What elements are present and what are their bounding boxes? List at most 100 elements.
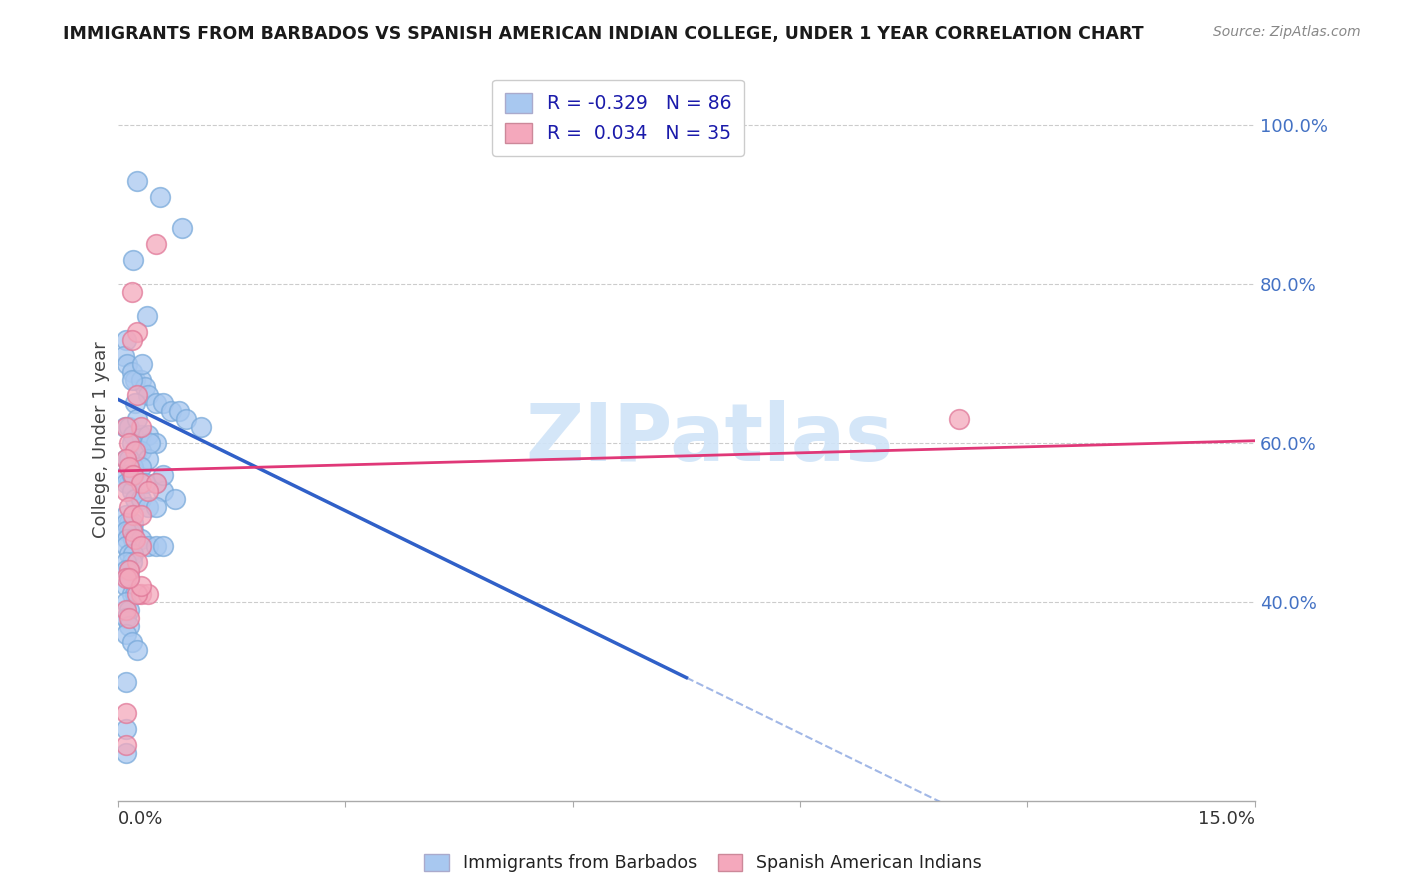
Point bbox=[121, 524, 143, 538]
Point bbox=[152, 483, 174, 498]
Point bbox=[129, 428, 152, 442]
Point bbox=[160, 404, 183, 418]
Point bbox=[114, 467, 136, 482]
Point bbox=[118, 460, 141, 475]
Point bbox=[145, 436, 167, 450]
Point bbox=[118, 619, 141, 633]
Point bbox=[114, 706, 136, 721]
Point bbox=[118, 611, 141, 625]
Point bbox=[121, 587, 143, 601]
Point bbox=[118, 571, 141, 585]
Point bbox=[114, 603, 136, 617]
Point bbox=[190, 420, 212, 434]
Point bbox=[118, 524, 141, 538]
Point bbox=[122, 253, 145, 268]
Point bbox=[115, 357, 138, 371]
Point bbox=[122, 524, 145, 538]
Point bbox=[145, 475, 167, 490]
Point bbox=[136, 587, 159, 601]
Point bbox=[122, 508, 145, 522]
Point bbox=[152, 467, 174, 482]
Point bbox=[136, 540, 159, 554]
Point bbox=[118, 436, 141, 450]
Text: IMMIGRANTS FROM BARBADOS VS SPANISH AMERICAN INDIAN COLLEGE, UNDER 1 YEAR CORREL: IMMIGRANTS FROM BARBADOS VS SPANISH AMER… bbox=[63, 25, 1144, 43]
Point bbox=[114, 595, 136, 609]
Point bbox=[122, 460, 145, 475]
Legend: Immigrants from Barbados, Spanish American Indians: Immigrants from Barbados, Spanish Americ… bbox=[418, 847, 988, 880]
Point bbox=[172, 221, 194, 235]
Point bbox=[115, 532, 138, 546]
Point bbox=[131, 357, 153, 371]
Point bbox=[129, 508, 152, 522]
Point bbox=[114, 333, 136, 347]
Point bbox=[136, 500, 159, 514]
Point bbox=[125, 555, 148, 569]
Point bbox=[114, 579, 136, 593]
Point bbox=[121, 436, 143, 450]
Point bbox=[145, 475, 167, 490]
Point bbox=[121, 555, 143, 569]
Point bbox=[134, 380, 156, 394]
Point bbox=[152, 540, 174, 554]
Point bbox=[121, 635, 143, 649]
Point bbox=[112, 349, 135, 363]
Point bbox=[135, 309, 157, 323]
Point bbox=[145, 237, 167, 252]
Point bbox=[136, 428, 159, 442]
Point bbox=[145, 500, 167, 514]
Point bbox=[122, 516, 145, 530]
Point bbox=[114, 483, 136, 498]
Point bbox=[118, 500, 141, 514]
Point bbox=[114, 524, 136, 538]
Point bbox=[139, 436, 162, 450]
Point bbox=[167, 404, 190, 418]
Point bbox=[114, 571, 136, 585]
Point bbox=[125, 325, 148, 339]
Point bbox=[948, 412, 970, 426]
Point bbox=[114, 563, 136, 577]
Point bbox=[129, 475, 152, 490]
Point bbox=[145, 396, 167, 410]
Point bbox=[118, 571, 141, 585]
Point bbox=[114, 674, 136, 689]
Point bbox=[129, 460, 152, 475]
Point bbox=[129, 444, 152, 458]
Point bbox=[125, 444, 148, 458]
Point bbox=[136, 483, 159, 498]
Point bbox=[134, 475, 156, 490]
Point bbox=[118, 548, 141, 562]
Point bbox=[118, 603, 141, 617]
Point bbox=[114, 627, 136, 641]
Point bbox=[124, 444, 146, 458]
Text: ZIPatlas: ZIPatlas bbox=[524, 401, 893, 478]
Point bbox=[118, 452, 141, 467]
Point bbox=[114, 723, 136, 737]
Point bbox=[118, 420, 141, 434]
Point bbox=[129, 491, 152, 506]
Point bbox=[124, 396, 146, 410]
Point bbox=[129, 420, 152, 434]
Point bbox=[124, 491, 146, 506]
Point bbox=[136, 452, 159, 467]
Point bbox=[114, 452, 136, 467]
Point bbox=[129, 372, 152, 386]
Point bbox=[125, 412, 148, 426]
Point bbox=[114, 555, 136, 569]
Point bbox=[122, 548, 145, 562]
Point bbox=[124, 372, 146, 386]
Point bbox=[118, 516, 141, 530]
Point bbox=[122, 428, 145, 442]
Point bbox=[121, 285, 143, 299]
Point bbox=[114, 420, 136, 434]
Point bbox=[118, 563, 141, 577]
Text: Source: ZipAtlas.com: Source: ZipAtlas.com bbox=[1213, 25, 1361, 39]
Point bbox=[129, 587, 152, 601]
Y-axis label: College, Under 1 year: College, Under 1 year bbox=[93, 341, 110, 538]
Point bbox=[122, 532, 145, 546]
Point bbox=[114, 746, 136, 760]
Point bbox=[129, 532, 152, 546]
Point bbox=[125, 174, 148, 188]
Point bbox=[122, 467, 145, 482]
Text: 15.0%: 15.0% bbox=[1198, 811, 1256, 829]
Point bbox=[129, 540, 152, 554]
